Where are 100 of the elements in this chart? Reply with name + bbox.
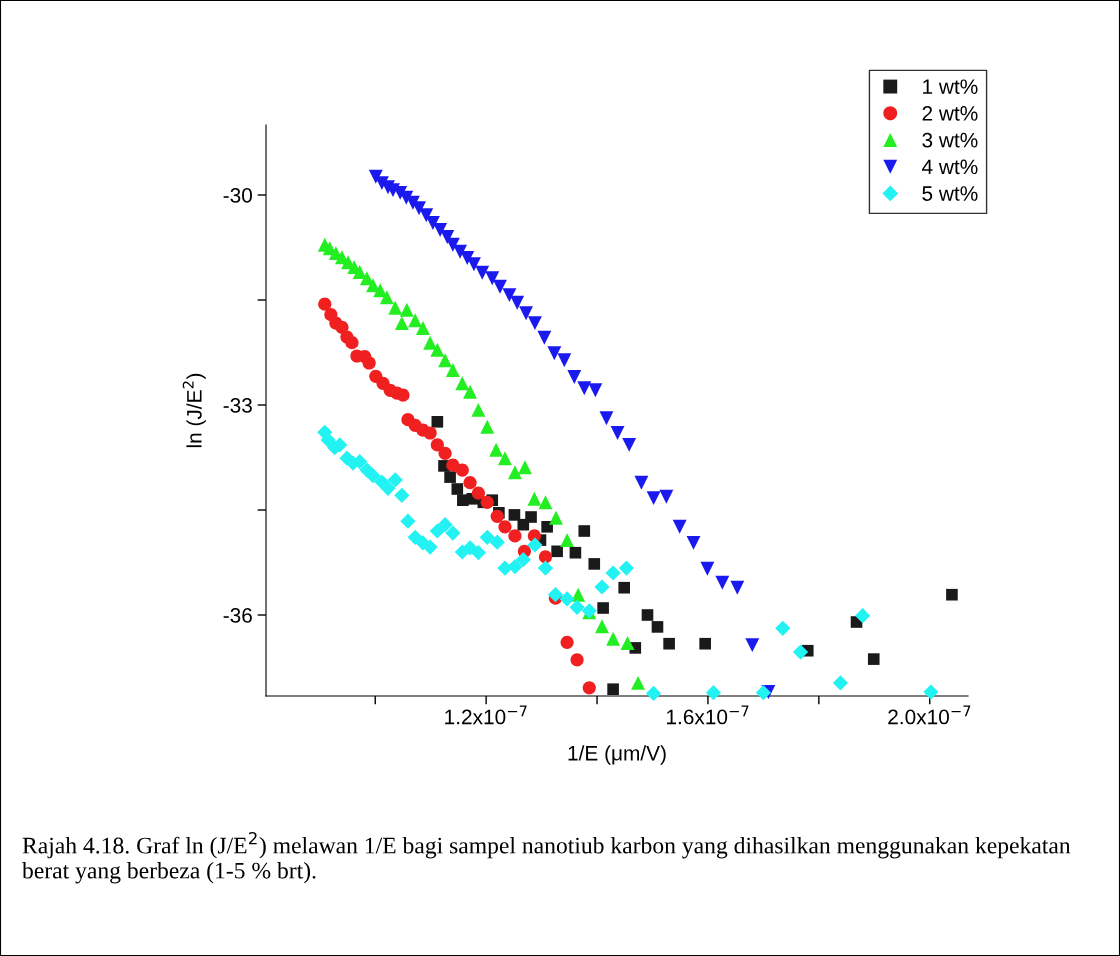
- point: [537, 330, 552, 345]
- point: [537, 560, 554, 576]
- point: [923, 684, 939, 700]
- point: [557, 353, 572, 368]
- point: [510, 295, 525, 310]
- x-tick-label: 1.2x10$^{−7}$: [445, 705, 527, 725]
- point: [745, 638, 760, 653]
- point: [508, 529, 522, 543]
- point: [433, 223, 448, 237]
- point: [541, 521, 553, 533]
- x-tick-label: 2.0x10$^{−7}$: [888, 705, 971, 725]
- point: [705, 685, 722, 701]
- point: [460, 251, 475, 265]
- point: [437, 517, 453, 533]
- point: [659, 489, 674, 504]
- point: [699, 637, 711, 650]
- point: [538, 550, 553, 564]
- point: [352, 265, 367, 279]
- point: [431, 416, 444, 428]
- point: [775, 620, 791, 636]
- point: [507, 559, 523, 575]
- point: [379, 290, 394, 305]
- point: [792, 644, 809, 660]
- point: [445, 525, 461, 541]
- point: [399, 302, 414, 317]
- point: [423, 426, 437, 440]
- point: [519, 306, 534, 321]
- y-axis-title: ln (J/E$^{2}$): [182, 373, 206, 448]
- point: [622, 437, 637, 452]
- point: [412, 201, 426, 216]
- point: [440, 230, 455, 244]
- point: [618, 581, 631, 594]
- point: [855, 608, 871, 624]
- point: [549, 510, 563, 525]
- point: [415, 321, 430, 335]
- point: [438, 446, 452, 460]
- point: [595, 619, 609, 634]
- point: [559, 591, 575, 607]
- point: [538, 495, 553, 510]
- point: [525, 511, 537, 523]
- point: [423, 335, 438, 350]
- point: [634, 475, 649, 490]
- point: [610, 426, 625, 440]
- point: [394, 487, 410, 503]
- point: [453, 244, 468, 259]
- point: [607, 683, 619, 696]
- point: [663, 637, 675, 650]
- point: [651, 621, 664, 633]
- point: [508, 509, 521, 521]
- point: [599, 411, 614, 426]
- point: [451, 483, 464, 495]
- point: [551, 545, 563, 558]
- point: [597, 602, 609, 614]
- point: [755, 685, 771, 701]
- point: [700, 561, 715, 576]
- point: [515, 552, 531, 568]
- point: [429, 523, 445, 539]
- point: [480, 495, 494, 509]
- point: [471, 486, 485, 500]
- point: [686, 535, 701, 550]
- point: [672, 519, 687, 534]
- point: [380, 480, 396, 496]
- point: [445, 363, 460, 377]
- point: [588, 383, 603, 398]
- y-tick-label: -36: [223, 608, 252, 623]
- point: [493, 279, 507, 294]
- point: [570, 653, 584, 667]
- point: [567, 370, 582, 384]
- point: [547, 587, 564, 603]
- point: [419, 208, 434, 223]
- point: [508, 465, 522, 480]
- legend-label: 3 wt%: [922, 132, 978, 148]
- point: [425, 216, 440, 230]
- point: [631, 675, 646, 690]
- point: [606, 631, 621, 646]
- point: [578, 525, 591, 537]
- x-axis-title: 1/E (μm/V): [568, 745, 666, 765]
- point: [605, 565, 621, 581]
- y-tick-label: -30: [223, 188, 252, 203]
- point: [479, 529, 495, 545]
- point: [396, 388, 410, 402]
- point: [620, 636, 635, 650]
- point: [569, 546, 582, 559]
- point: [832, 675, 849, 691]
- point: [946, 588, 958, 601]
- point: [489, 442, 504, 457]
- point: [646, 491, 661, 506]
- point: [345, 336, 359, 350]
- point: [618, 560, 635, 576]
- point: [645, 685, 662, 702]
- point: [318, 297, 332, 311]
- point: [867, 653, 880, 665]
- point: [471, 402, 486, 417]
- point: [438, 353, 453, 368]
- point: [594, 579, 610, 595]
- point: [498, 451, 512, 466]
- point: [527, 491, 542, 506]
- point: [463, 384, 477, 399]
- point: [547, 346, 562, 361]
- point: [489, 534, 505, 550]
